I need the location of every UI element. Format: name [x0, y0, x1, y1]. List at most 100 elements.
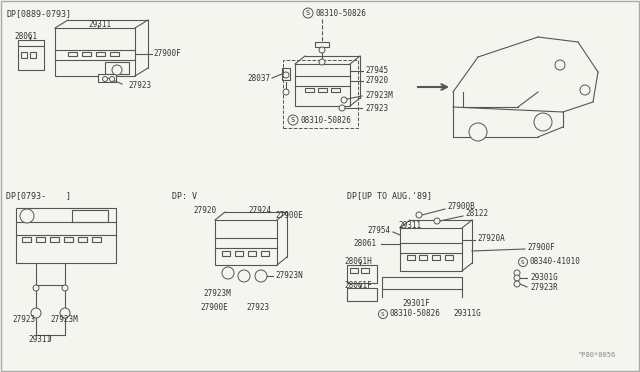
Circle shape [238, 270, 250, 282]
Text: 28122: 28122 [465, 208, 488, 218]
Circle shape [319, 47, 325, 53]
Text: DP: V: DP: V [172, 192, 197, 201]
Bar [18, 40, 44, 70]
Bar [215, 220, 277, 265]
Text: 28037: 28037 [247, 74, 270, 83]
Bar [315, 42, 329, 47]
Text: S: S [381, 311, 385, 317]
Circle shape [60, 308, 70, 318]
Circle shape [319, 59, 325, 65]
Text: 27900E: 27900E [275, 211, 303, 219]
Text: 29301G: 29301G [530, 273, 557, 282]
Circle shape [109, 77, 115, 81]
Text: 27923R: 27923R [530, 282, 557, 292]
Bar [78, 237, 87, 242]
Bar [432, 255, 440, 260]
Bar [64, 237, 73, 242]
Circle shape [33, 285, 39, 291]
Text: 27923: 27923 [12, 315, 35, 324]
Circle shape [555, 60, 565, 70]
Text: S: S [291, 117, 295, 123]
Circle shape [112, 65, 122, 75]
Text: 27954: 27954 [367, 225, 390, 234]
Text: ^P80*0056: ^P80*0056 [578, 352, 616, 358]
Circle shape [534, 113, 552, 131]
Text: DP[UP TO AUG.'89]: DP[UP TO AUG.'89] [347, 192, 432, 201]
Text: 27945: 27945 [365, 65, 388, 74]
Bar [50, 237, 59, 242]
Circle shape [341, 97, 347, 103]
Text: S: S [521, 260, 525, 264]
Bar [72, 210, 108, 222]
Text: S: S [306, 10, 310, 16]
Bar [92, 237, 101, 242]
Bar [235, 251, 243, 256]
Bar [110, 52, 119, 56]
Bar [407, 255, 415, 260]
Text: 27924: 27924 [248, 205, 271, 215]
Text: 08310-50826: 08310-50826 [316, 9, 367, 17]
Circle shape [339, 105, 345, 111]
Text: 27920: 27920 [365, 76, 388, 84]
Text: DP[0889-0793]: DP[0889-0793] [6, 10, 71, 19]
Circle shape [378, 310, 387, 318]
Text: 27923M: 27923M [203, 289, 231, 298]
Bar [305, 88, 314, 92]
Circle shape [102, 77, 108, 81]
Bar [350, 268, 358, 273]
Text: 28061H: 28061H [344, 257, 372, 266]
Text: 27923M: 27923M [365, 90, 393, 99]
Text: 28061F: 28061F [344, 280, 372, 289]
Bar [400, 228, 462, 271]
Text: 27900E: 27900E [200, 304, 228, 312]
Bar [361, 268, 369, 273]
Text: 08310-50826: 08310-50826 [301, 115, 352, 125]
Text: 28061: 28061 [353, 238, 376, 247]
Circle shape [518, 257, 527, 266]
Bar [347, 288, 377, 301]
Circle shape [222, 267, 234, 279]
Text: 27923: 27923 [365, 103, 388, 112]
Bar [347, 265, 377, 283]
Circle shape [303, 8, 313, 18]
Text: 27923M: 27923M [50, 315, 77, 324]
Bar [105, 62, 129, 74]
Bar [282, 68, 290, 80]
Circle shape [469, 123, 487, 141]
Text: 29311: 29311 [88, 19, 111, 29]
Circle shape [255, 270, 267, 282]
Text: 08340-41010: 08340-41010 [530, 257, 581, 266]
Bar [96, 52, 105, 56]
Bar [22, 237, 31, 242]
Text: 28061: 28061 [14, 32, 37, 41]
Bar [248, 251, 256, 256]
Circle shape [416, 212, 422, 218]
Text: 27900F: 27900F [527, 243, 555, 251]
Text: 27923: 27923 [128, 80, 151, 90]
Circle shape [580, 85, 590, 95]
Text: 27920A: 27920A [477, 234, 505, 243]
Bar [21, 52, 27, 58]
Text: 08310-50826: 08310-50826 [390, 310, 441, 318]
Bar [331, 88, 340, 92]
Text: 27923N: 27923N [275, 272, 303, 280]
Circle shape [514, 281, 520, 287]
Bar [82, 52, 91, 56]
Text: 29311: 29311 [28, 336, 51, 344]
Circle shape [283, 89, 289, 95]
Text: 27900F: 27900F [153, 48, 180, 58]
Circle shape [20, 209, 34, 223]
Bar [261, 251, 269, 256]
Bar [295, 64, 350, 106]
Bar [36, 237, 45, 242]
Bar [98, 74, 116, 82]
Text: DP[0793-    ]: DP[0793- ] [6, 192, 71, 201]
Circle shape [283, 72, 289, 78]
Text: 27923: 27923 [246, 304, 269, 312]
Text: 29311: 29311 [398, 221, 421, 230]
Bar [55, 28, 135, 76]
Bar [16, 208, 116, 263]
Bar [30, 52, 36, 58]
Bar [318, 88, 327, 92]
Text: 29311G: 29311G [453, 310, 481, 318]
